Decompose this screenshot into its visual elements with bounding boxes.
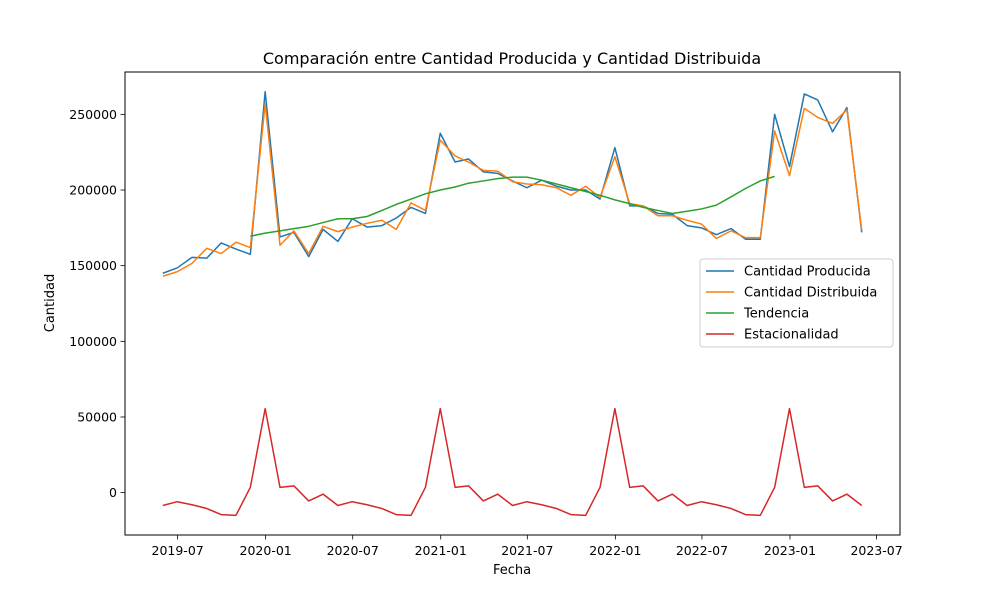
x-tick-label: 2020-07 xyxy=(327,543,379,558)
series-layer xyxy=(162,90,863,517)
x-axis: 2019-07 2020-01 2020-07 2021-01 2021-07 2022-… xyxy=(152,535,903,558)
series-line-2 xyxy=(250,175,775,237)
plot-frame xyxy=(124,71,901,536)
x-axis-label: Fecha xyxy=(493,563,531,578)
legend-entry-label: Estacionalidad xyxy=(744,328,839,343)
y-tick-label: 0 xyxy=(109,485,117,500)
x-tick-label: 2019-07 xyxy=(152,543,204,558)
x-tick-label: 2022-07 xyxy=(676,543,728,558)
x-tick-label: 2023-01 xyxy=(764,543,816,558)
y-axis-label: Cantidad xyxy=(43,274,58,332)
legend-entry-label: Tendencia xyxy=(743,307,809,322)
legend: Cantidad Producida Cantidad Distribuida Te… xyxy=(699,258,894,348)
chart-title: Comparación entre Cantidad Producida y C… xyxy=(263,49,761,68)
series-line-1 xyxy=(162,103,863,277)
legend-entry-label: Cantidad Producida xyxy=(744,265,871,280)
series-line-3 xyxy=(162,407,863,517)
x-tick-label: 2020-01 xyxy=(240,543,292,558)
x-tick-label: 2023-07 xyxy=(850,543,902,558)
y-tick-label: 50000 xyxy=(77,409,117,424)
y-tick-label: 100000 xyxy=(69,334,117,349)
y-tick-label: 150000 xyxy=(69,258,117,273)
legend-box xyxy=(699,258,894,348)
y-tick-label: 250000 xyxy=(69,107,117,122)
y-axis: 0 50000 100000 150000 200000 250000 xyxy=(69,107,125,500)
x-tick-label: 2022-01 xyxy=(589,543,641,558)
x-tick-label: 2021-07 xyxy=(501,543,553,558)
legend-entry-label: Cantidad Distribuida xyxy=(744,286,877,301)
y-tick-label: 200000 xyxy=(69,183,117,198)
x-tick-label: 2021-01 xyxy=(415,543,467,558)
